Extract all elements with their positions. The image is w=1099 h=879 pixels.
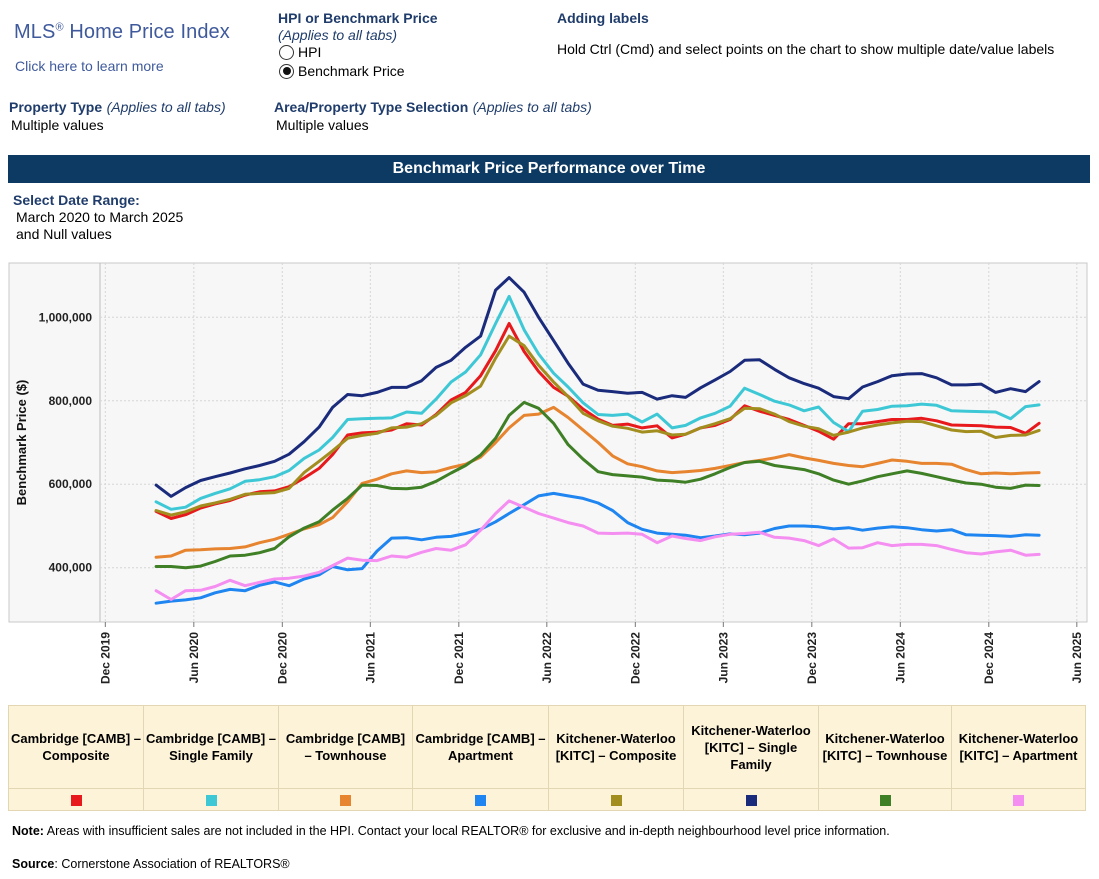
source-text: : Cornerstone Association of REALTORS® [54, 857, 290, 871]
x-tick-label: Dec 2021 [452, 632, 466, 684]
learn-more-link[interactable]: Click here to learn more [15, 58, 164, 74]
x-tick-label: Jun 2025 [1070, 632, 1084, 684]
source-label: Source [12, 857, 55, 871]
legend-color-swatch [340, 794, 351, 806]
legend-color-swatch [205, 794, 217, 806]
legend-swatch-cell[interactable] [279, 788, 413, 811]
chart-frame [8, 262, 1088, 623]
chart-banner-title: Benchmark Price Performance over Time [8, 155, 1090, 183]
series-line-2[interactable] [154, 294, 1041, 511]
date-range-line1[interactable]: March 2020 to March 2025 [16, 209, 184, 225]
area-selection-value[interactable]: Multiple values [276, 117, 369, 133]
legend-item-label[interactable]: Kitchener-Waterloo [KITC] – Apartment [952, 706, 1086, 788]
logo-title-text: MLS [14, 21, 56, 43]
property-type-filter[interactable]: Property Type (Applies to all tabs) [9, 99, 226, 117]
legend-color-swatch [879, 794, 891, 806]
footer-note: Note: Areas with insufficient sales are … [12, 824, 890, 838]
legend-color-swatch [1013, 794, 1024, 806]
area-selection-note: (Applies to all tabs) [472, 99, 592, 115]
radio-benchmark-label: Benchmark Price [298, 63, 405, 79]
legend-item-label[interactable]: Cambridge [CAMB] – Composite [9, 706, 144, 788]
legend-swatch-cell[interactable] [819, 788, 952, 811]
x-tick-label: Dec 2022 [628, 632, 642, 684]
legend-swatch-cell[interactable] [684, 788, 819, 811]
x-tick-label: Jun 2021 [363, 632, 377, 684]
legend-swatch-cell[interactable] [549, 788, 684, 811]
series-line-1[interactable] [154, 322, 1041, 520]
note-text: Areas with insufficient sales are not in… [43, 824, 890, 838]
legend-color-swatch [610, 794, 622, 806]
legend-swatch-cell[interactable] [9, 788, 144, 811]
legend-swatch-cell[interactable] [413, 788, 549, 811]
legend-item-label[interactable]: Cambridge [CAMB] – Townhouse [279, 706, 413, 788]
x-tick-label: Jun 2022 [540, 632, 554, 684]
legend-item-label[interactable]: Kitchener-Waterloo [KITC] – Composite [549, 706, 684, 788]
date-range-label: Select Date Range: [13, 192, 140, 208]
x-tick-label: Dec 2023 [805, 632, 819, 684]
y-tick-label: 400,000 [49, 561, 93, 575]
series-line-5[interactable] [154, 334, 1041, 517]
legend-item-label[interactable]: Cambridge [CAMB] – Apartment [413, 706, 549, 788]
legend-color-swatch [475, 794, 486, 806]
legend-swatch-cell[interactable] [144, 788, 279, 811]
radio-benchmark-circle[interactable] [279, 63, 294, 79]
y-axis-title: Benchmark Price ($) [14, 380, 29, 506]
adding-labels-text: Hold Ctrl (Cmd) and select points on the… [557, 41, 1055, 57]
x-tick-label: Dec 2024 [982, 632, 996, 684]
y-tick-label: 600,000 [49, 477, 93, 491]
adding-labels-title: Adding labels [557, 10, 649, 26]
logo-reg-mark: ® [55, 21, 64, 34]
radio-hpi-label: HPI [298, 44, 322, 60]
series-line-4[interactable] [154, 491, 1041, 605]
logo-title-rest: Home Price Index [63, 21, 230, 43]
legend-item-label[interactable]: Kitchener-Waterloo [KITC] – Single Famil… [684, 706, 819, 788]
property-type-label: Property Type [9, 99, 103, 115]
legend-item-label[interactable]: Cambridge [CAMB] – Single Family [144, 706, 279, 788]
radio-hpi[interactable]: HPI [279, 44, 321, 60]
legend: Cambridge [CAMB] – Composite Cambridge [C… [8, 705, 1086, 811]
benchmark-price-chart[interactable]: 400,000 600,000 800,000 1,000,000 Dec 2019 Ju… [0, 255, 1099, 700]
property-type-note: (Applies to all tabs) [106, 99, 226, 115]
series-line-8[interactable] [154, 499, 1041, 601]
mls-hpi-logo[interactable]: MLS® Home Price Index [14, 21, 230, 44]
area-selection-label: Area/Property Type Selection [274, 99, 469, 115]
x-tick-label: Jun 2024 [893, 632, 907, 684]
legend-swatch-cell[interactable] [952, 788, 1086, 811]
y-tick-label: 1,000,000 [39, 310, 93, 324]
series-line-6[interactable] [154, 276, 1041, 498]
x-tick-label: Dec 2019 [98, 632, 112, 684]
area-selection-filter[interactable]: Area/Property Type Selection (Applies to… [274, 99, 592, 117]
radio-hpi-circle[interactable] [279, 44, 294, 60]
hpi-toggle-title: HPI or Benchmark Price [278, 10, 438, 26]
legend-item-label[interactable]: Kitchener-Waterloo [KITC] – Townhouse [819, 706, 952, 788]
note-label: Note: [12, 824, 44, 838]
x-tick-label: Jun 2023 [716, 632, 730, 684]
x-tick-label: Dec 2020 [275, 632, 289, 684]
date-range-line2[interactable]: and Null values [16, 226, 112, 242]
y-tick-label: 800,000 [49, 394, 93, 408]
radio-benchmark-price[interactable]: Benchmark Price [279, 63, 405, 79]
legend-color-swatch [70, 794, 82, 806]
x-tick-label: Jun 2020 [187, 632, 201, 684]
series-line-7[interactable] [154, 400, 1041, 570]
legend-color-swatch [745, 794, 757, 806]
hpi-toggle-subtitle: (Applies to all tabs) [278, 27, 398, 43]
property-type-value[interactable]: Multiple values [11, 117, 104, 133]
footer-source: Source: Cornerstone Association of REALT… [12, 857, 290, 871]
